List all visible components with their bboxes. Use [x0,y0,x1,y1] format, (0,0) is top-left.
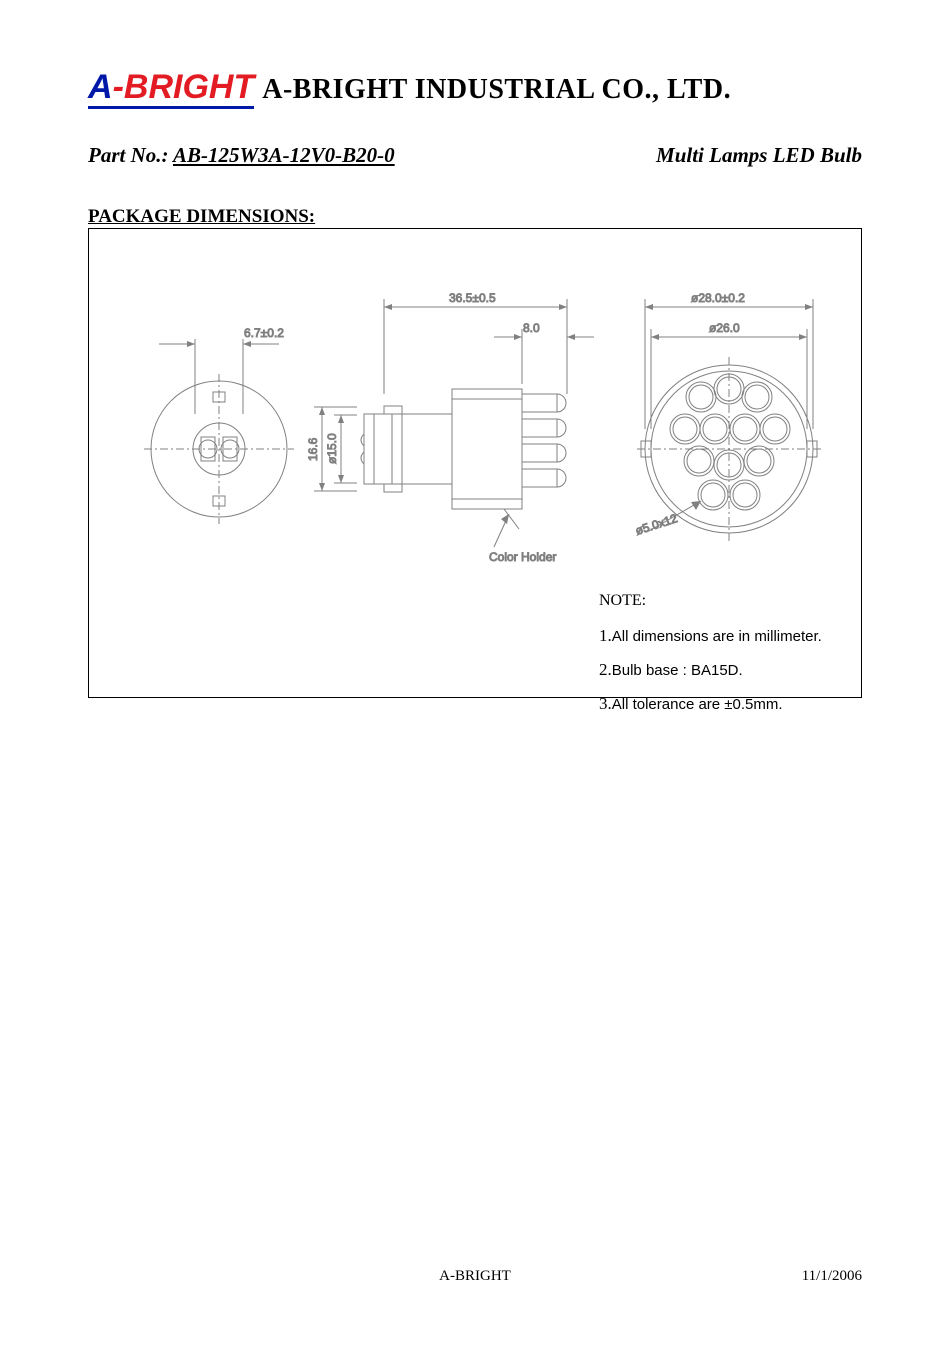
view-side-profile: 36.5±0.5 8.0 16.6 [306,291,594,564]
part-number-label: Part No.: [88,143,173,167]
callout-color-holder: Color Holder [489,550,556,564]
product-title: Multi Lamps LED Bulb [656,143,862,168]
notes-heading: NOTE: [599,585,822,617]
view-base-rear: 6.7±0.2 [144,326,294,524]
dim-side-hole: ø15.0 [325,433,339,464]
dim-length: 36.5±0.5 [449,291,496,305]
note-1: 1.All dimensions are in millimeter. [599,619,822,653]
view-front-face: ø28.0±0.2 ø26.0 ø5.0x12 [634,291,821,541]
package-dimensions-diagram: 6.7±0.2 [88,228,862,698]
header: A - BRIGHT A-BRIGHT INDUSTRIAL CO., LTD. [88,70,862,109]
dim-base-width: 6.7±0.2 [244,326,284,340]
dim-led-len: 8.0 [523,321,540,335]
part-number: Part No.: AB-125W3A-12V0-B20-0 [88,143,395,168]
logo-bright: BRIGHT [124,70,254,104]
logo-dash: - [113,70,124,104]
footer-date: 11/1/2006 [802,1268,862,1285]
dim-front-outer: ø28.0±0.2 [691,291,745,305]
logo: A - BRIGHT [88,70,254,109]
subheader: Part No.: AB-125W3A-12V0-B20-0 Multi Lam… [88,143,862,168]
part-number-value: AB-125W3A-12V0-B20-0 [173,143,395,167]
company-name: A-BRIGHT INDUSTRIAL CO., LTD. [262,74,731,106]
section-title: PACKAGE DIMENSIONS: [88,206,862,228]
dim-led-dia: ø5.0x12 [634,511,680,538]
dim-side-outer: 16.6 [306,437,320,461]
footer-center: A-BRIGHT [439,1268,511,1285]
footer: A-BRIGHT 11/1/2006 [88,1268,862,1285]
note-3: 3.All tolerance are ±0.5mm. [599,687,822,721]
dim-front-inner: ø26.0 [709,321,740,335]
logo-a: A [88,70,113,104]
note-2: 2.Bulb base : BA15D. [599,653,822,687]
notes: NOTE: 1.All dimensions are in millimeter… [599,585,822,721]
